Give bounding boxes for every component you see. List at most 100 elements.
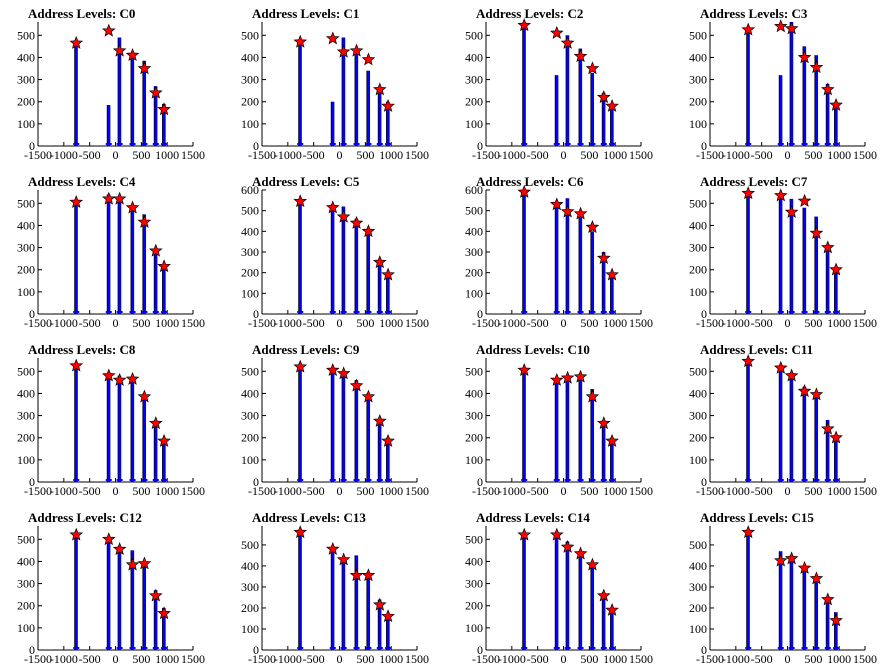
y-tick-label: 500 — [17, 532, 35, 546]
x-tick-label: 500 — [804, 316, 822, 330]
x-tick-label: 1000 — [379, 652, 403, 666]
x-tick-label: 1500 — [853, 316, 877, 330]
star-icon — [560, 35, 575, 49]
star-icon — [829, 262, 843, 276]
x-tick-label: -1000 — [274, 652, 302, 666]
y-tick-label: 300 — [689, 241, 707, 255]
star-icon — [596, 588, 611, 602]
histogram-bar — [354, 53, 359, 146]
y-tick-label: 300 — [241, 580, 259, 594]
y-tick-label: 200 — [689, 431, 707, 445]
histogram-bar — [366, 572, 371, 650]
x-tick-label: 1000 — [155, 652, 179, 666]
chart-svg: Address Levels: C70100200300400500-1500-… — [689, 174, 877, 330]
x-tick-label: 1000 — [827, 652, 851, 666]
y-tick-label: 500 — [689, 28, 707, 42]
x-tick-label: -500 — [79, 316, 101, 330]
star-icon — [797, 560, 812, 574]
x-tick-label: -500 — [79, 148, 101, 162]
histogram-bar — [142, 60, 147, 146]
star-icon — [549, 197, 564, 211]
star-icon — [125, 200, 140, 214]
histogram-bar — [590, 389, 595, 482]
star-icon — [741, 354, 756, 368]
y-tick-label: 500 — [17, 28, 35, 42]
star-icon — [605, 433, 619, 447]
histogram-bar — [779, 551, 783, 650]
star-icon — [573, 206, 588, 220]
star-icon — [361, 568, 376, 582]
x-tick-label: 500 — [132, 316, 150, 330]
star-icon — [596, 416, 611, 430]
y-tick-label: 500 — [465, 28, 483, 42]
y-tick-label: 200 — [689, 95, 707, 109]
histogram-bar — [331, 371, 335, 482]
histogram-bar — [378, 88, 382, 146]
star-icon — [69, 358, 84, 372]
y-tick-label: 400 — [241, 559, 259, 573]
histogram-bar — [378, 420, 382, 482]
chart-svg: Address Levels: C10100200300400500-1500-… — [241, 6, 429, 162]
y-tick-label: 0 — [701, 139, 707, 153]
y-tick-label: 200 — [465, 599, 483, 613]
star-icon — [69, 527, 84, 541]
star-icon — [157, 433, 171, 447]
histogram-bar — [802, 46, 807, 146]
x-tick-label: -500 — [751, 652, 773, 666]
histogram-bar — [779, 196, 783, 314]
histogram-bar — [602, 592, 606, 650]
star-icon — [381, 98, 395, 112]
star-icon — [293, 194, 308, 208]
x-tick-label: 500 — [580, 652, 598, 666]
y-tick-label: 200 — [689, 601, 707, 615]
chart-svg: Address Levels: C6 0 100 200 300 400 500 600 -15… — [465, 174, 653, 330]
histogram-bar — [779, 366, 783, 482]
chart-svg: Address Levels: C40100200300400500-1500-… — [17, 174, 205, 330]
histogram-bar — [378, 260, 382, 314]
star-icon — [809, 571, 824, 585]
y-tick-label: 100 — [17, 621, 35, 635]
histogram-bar — [354, 380, 359, 482]
histogram-bar — [378, 599, 382, 650]
y-tick-label: 500 — [17, 364, 35, 378]
star-icon — [148, 85, 163, 99]
star-icon — [741, 22, 756, 36]
chart-svg: Address Levels: C30100200300400500-1500-… — [689, 6, 877, 162]
star-icon — [137, 389, 152, 403]
x-tick-label: -1500 — [24, 316, 52, 330]
histogram-bar — [826, 420, 830, 482]
x-tick-label: -1500 — [248, 652, 276, 666]
histogram-bar — [154, 422, 158, 482]
star-icon — [325, 541, 340, 555]
y-tick-label: 100 — [17, 117, 35, 131]
y-tick-label: 500 — [465, 532, 483, 546]
histogram-bar — [130, 550, 135, 650]
x-tick-label: 1500 — [629, 148, 653, 162]
y-tick-label: 300 — [17, 577, 35, 591]
y-tick-label: 0 — [253, 643, 259, 657]
star-icon — [741, 186, 756, 200]
histogram-bar — [162, 607, 166, 650]
y-tick-label: 200 — [241, 95, 259, 109]
x-tick-label: -500 — [303, 652, 325, 666]
star-icon — [349, 43, 364, 57]
histogram-bar — [814, 576, 819, 650]
y-tick-label: 300 — [241, 245, 259, 259]
x-tick-label: 0 — [113, 484, 119, 498]
y-tick-label: 300 — [465, 409, 483, 423]
x-tick-label: 500 — [804, 148, 822, 162]
histogram-bar — [386, 101, 390, 146]
x-tick-label: -1000 — [498, 316, 526, 330]
histogram-bar — [826, 84, 830, 146]
x-tick-label: -1500 — [472, 652, 500, 666]
y-tick-label: 0 — [253, 475, 259, 489]
star-icon — [585, 557, 600, 571]
y-tick-label: 300 — [689, 73, 707, 87]
y-tick-label: 0 — [253, 307, 259, 321]
star-icon — [797, 384, 812, 398]
chart-svg: Address Levels: C90100200300400500-1500-… — [241, 342, 429, 498]
histogram-bar — [298, 532, 302, 650]
histogram-bar — [826, 599, 830, 650]
histogram-bar — [826, 247, 830, 314]
y-tick-label: 400 — [17, 554, 35, 568]
